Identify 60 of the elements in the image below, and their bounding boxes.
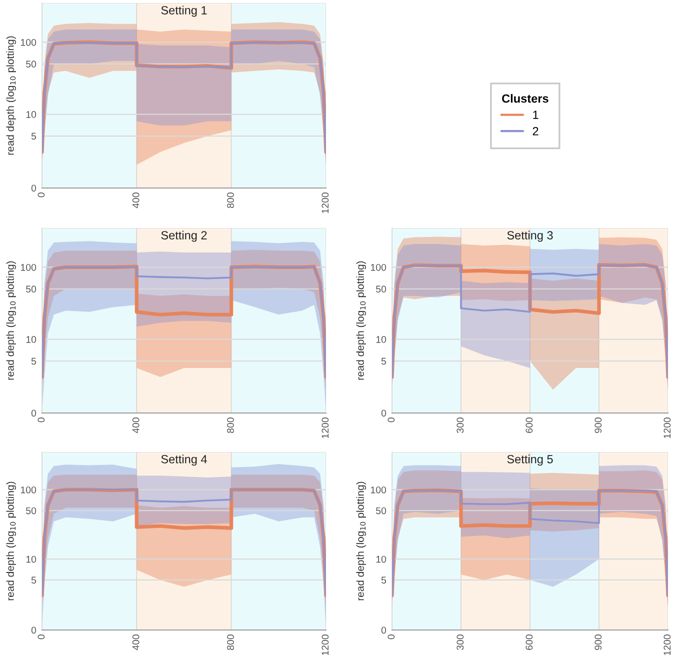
y-tick-label: 50 — [26, 286, 36, 293]
y-tick-label: 10 — [26, 556, 36, 563]
x-tick-label: 0 — [38, 192, 45, 198]
y-tick-label: 100 — [20, 486, 36, 494]
y-tick-label: 50 — [26, 507, 36, 514]
x-tick-label: 0 — [388, 418, 395, 422]
y-axis-title: read depth (log$_{10}$ plotting) — [6, 261, 16, 380]
legend-label: 1 — [533, 110, 538, 119]
y-tick-label: 100 — [20, 38, 36, 46]
y-tick-label: 10 — [26, 336, 36, 343]
y-tick-label: 5 — [31, 132, 36, 140]
chart-title: Setting 2 — [161, 230, 207, 242]
y-tick-label: 0 — [381, 410, 386, 417]
y-tick-label: 50 — [26, 60, 36, 68]
y-axis-title: read depth (log$_{10}$ plotting) — [6, 482, 16, 600]
x-tick-label: 0 — [38, 634, 45, 640]
x-tick-label: 1200 — [664, 634, 671, 656]
y-tick-label: 5 — [381, 358, 386, 365]
y-tick-label: 5 — [381, 576, 386, 584]
y-axis-title: read depth (log$_{10}$ plotting) — [356, 261, 366, 380]
x-tick-label: 400 — [132, 192, 140, 208]
y-axis-title: read depth (log$_{10}$ plotting) — [6, 36, 16, 155]
x-tick-label: 800 — [227, 418, 234, 433]
y-tick-label: 0 — [31, 184, 36, 192]
x-tick-label: 400 — [132, 418, 140, 434]
y-tick-label: 10 — [376, 556, 386, 563]
y-axis-title: read depth (log$_{10}$ plotting) — [356, 482, 366, 600]
x-tick-label: 600 — [526, 418, 533, 433]
legend-title: Clusters — [502, 94, 548, 103]
x-tick-label: 800 — [227, 192, 234, 208]
y-tick-label: 5 — [31, 576, 36, 584]
x-tick-label: 1200 — [322, 418, 329, 438]
x-tick-label: 400 — [132, 634, 140, 650]
x-tick-label: 800 — [227, 634, 234, 650]
y-tick-label: 0 — [31, 410, 36, 417]
y-tick-label: 0 — [381, 626, 386, 634]
x-tick-label: 300 — [456, 634, 464, 650]
x-tick-label: 1200 — [322, 192, 329, 214]
x-tick-label: 900 — [594, 418, 602, 433]
x-tick-label: 900 — [594, 634, 602, 650]
chart-title: Setting 5 — [507, 454, 553, 466]
x-tick-label: 1200 — [322, 634, 329, 656]
chart-title: Setting 4 — [161, 454, 207, 466]
chart-title: Setting 3 — [507, 230, 553, 242]
y-tick-label: 100 — [370, 264, 386, 271]
y-tick-label: 50 — [376, 507, 386, 514]
y-tick-label: 10 — [26, 111, 36, 118]
x-tick-label: 300 — [456, 418, 464, 434]
x-tick-label: 0 — [38, 418, 45, 422]
y-tick-label: 0 — [31, 626, 36, 634]
y-tick-label: 10 — [376, 336, 386, 343]
y-tick-label: 100 — [20, 264, 36, 271]
y-tick-label: 5 — [31, 358, 36, 365]
x-tick-label: 0 — [388, 634, 395, 640]
legend-label: 2 — [532, 126, 538, 136]
chart-title: Setting 1 — [161, 6, 207, 17]
x-tick-label: 600 — [526, 634, 533, 650]
y-tick-label: 50 — [376, 286, 386, 293]
x-tick-label: 1200 — [664, 418, 671, 438]
y-tick-label: 100 — [370, 486, 386, 494]
